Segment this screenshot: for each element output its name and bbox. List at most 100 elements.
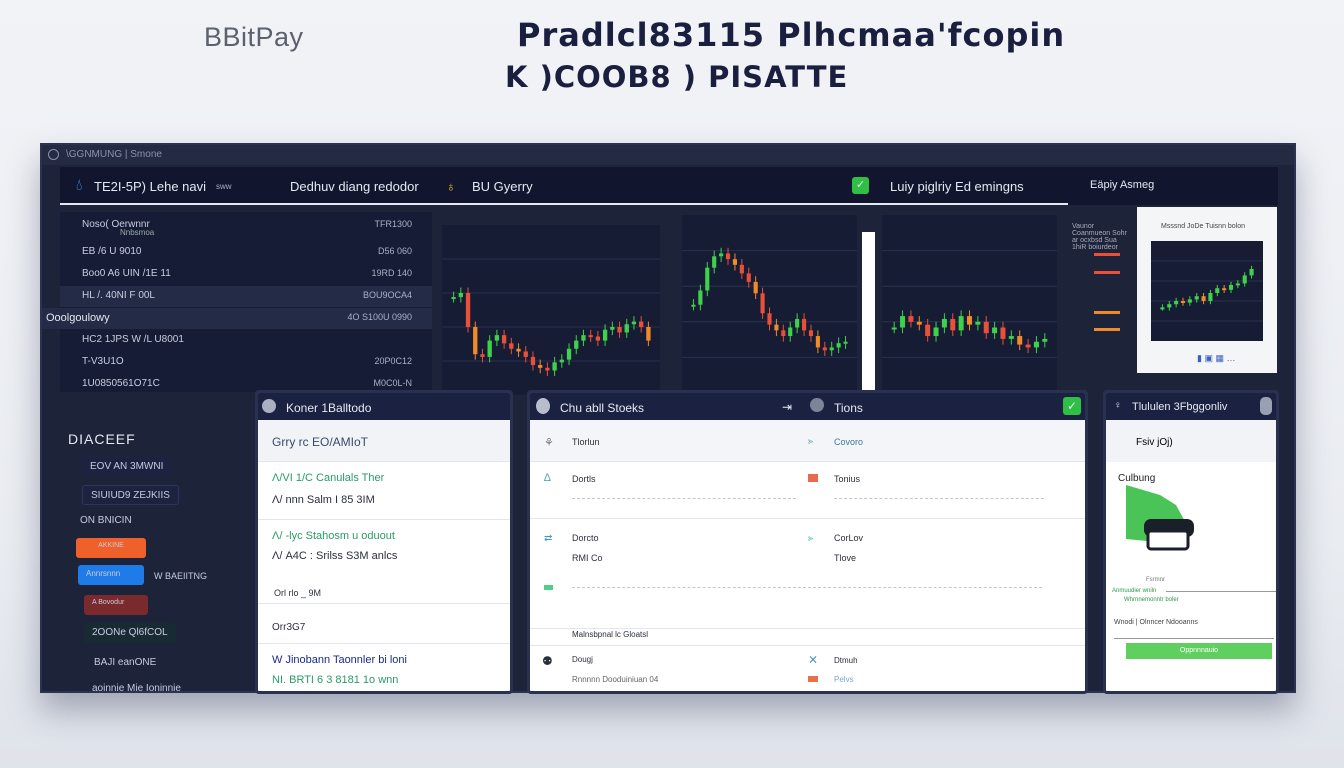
- list-item[interactable]: HL /. 40NI F 00L BOU9OCA4: [60, 286, 432, 307]
- candle-body: [480, 354, 485, 357]
- candle-body: [1033, 341, 1039, 348]
- list-item[interactable]: 1U0850561O71C M0C0L-N: [82, 378, 412, 389]
- table-row[interactable]: Malnsbpnal lc Gloatsl: [530, 629, 1085, 646]
- flag-icon: [808, 676, 818, 682]
- sidebar-item[interactable]: BAJI eanONE: [94, 657, 157, 668]
- preview-card[interactable]: Msssnd JoDe Tuisnn bolon ▮ ▣ ▦ …: [1137, 207, 1277, 373]
- orange-button[interactable]: AKKINE: [76, 538, 146, 558]
- list-item[interactable]: EB /6 U 9010 D56 060: [82, 246, 412, 257]
- sidebar-item[interactable]: ON BNICIN: [80, 515, 132, 526]
- candle-body: [523, 351, 528, 357]
- list-item[interactable]: W Jinobann Taonnler bi loni NI. BRTI 6 3 …: [272, 654, 407, 686]
- candle-body: [916, 321, 922, 325]
- candle-body: [574, 340, 579, 349]
- candle-body: [732, 259, 738, 265]
- list-item[interactable]: HC2 1JPS W /L U8001: [82, 334, 184, 345]
- toolbar-icons[interactable]: ▮ ▣ ▦ …: [1197, 353, 1236, 363]
- candle-body: [458, 293, 463, 298]
- check-icon[interactable]: ✓: [1063, 397, 1081, 415]
- candle-body: [941, 318, 947, 328]
- candle-body: [891, 327, 897, 330]
- candle-body: [1017, 336, 1023, 345]
- candle-body: [516, 348, 521, 352]
- status-icon: [544, 585, 553, 590]
- list-item[interactable]: T-V3U1O 20P0C12: [82, 356, 412, 367]
- tab-gallery[interactable]: BU Gyerry: [472, 179, 533, 194]
- candle-body: [781, 330, 786, 337]
- candle-body: [992, 327, 998, 334]
- list-item[interactable]: Λ/ -lyc Stahosm u oduout Λ/ A4C : Srilss …: [258, 520, 510, 604]
- candle-body: [760, 293, 765, 314]
- candlestick-chart-1[interactable]: [442, 225, 660, 395]
- sidebar-item[interactable]: SIUIUD9 ZEJKIIS: [82, 485, 179, 505]
- tab-analytics[interactable]: Eäpiy Asmeg: [1090, 179, 1155, 191]
- list-item[interactable]: Noso( Oerwnnr Nnbsmoa TFR1300: [82, 219, 412, 237]
- sidebar-item[interactable]: EOV AN 3MWNI: [82, 457, 172, 477]
- sidebar-item[interactable]: aoinnie Mie Ioninnie: [92, 683, 181, 693]
- candle-body: [1242, 275, 1247, 284]
- candle-body: [712, 256, 717, 268]
- candle-body: [610, 327, 615, 330]
- candle-body: [950, 318, 956, 331]
- candle-body: [1208, 293, 1213, 301]
- red-button[interactable]: A Bovodur: [84, 595, 148, 615]
- app-label[interactable]: TE2I-5P) Lehe navi: [94, 179, 207, 194]
- candle-body: [1180, 301, 1186, 303]
- list-item-selected[interactable]: Ooolgoulowy 4O S100U 0990: [42, 308, 432, 329]
- candle-body: [808, 330, 814, 337]
- candlestick-chart-2[interactable]: [682, 215, 857, 393]
- confirm-button[interactable]: Oppnnnauio: [1126, 643, 1272, 659]
- candle-body: [975, 321, 981, 325]
- candle-body: [1160, 307, 1165, 310]
- wallet-body: [1146, 529, 1190, 551]
- list-item[interactable]: Orr3G7: [258, 604, 510, 644]
- tab-tions[interactable]: Tions: [834, 401, 863, 415]
- table-row[interactable]: ⚉ Dougj Rnnnnn Dooduiniuan 04 ⨯ Dtmuh Pelvs: [542, 652, 858, 684]
- candle-body: [588, 335, 593, 338]
- app-window: \GGNMUNG | Smone 💧︎ TE2I-5P) Lehe navi s…: [40, 143, 1296, 693]
- candle-body: [908, 316, 914, 322]
- candle-body: [639, 321, 644, 327]
- candle-body: [958, 316, 964, 331]
- list-item[interactable]: Boo0 A6 UIN /1E 11 19RD 140: [82, 268, 412, 279]
- indicator-bar: [1094, 271, 1120, 274]
- indicator-bar: [1094, 253, 1120, 256]
- app-badge: sww: [216, 182, 232, 191]
- candle-body: [698, 290, 703, 305]
- tab-earnings[interactable]: Luiy piglriy Ed emingns: [890, 179, 1024, 194]
- candle-body: [719, 253, 724, 257]
- window-title: \GGNMUNG | Smone: [66, 149, 162, 160]
- candle-body: [843, 341, 848, 344]
- indicator-bar: [1094, 328, 1120, 331]
- candle-body: [559, 359, 564, 363]
- list-item[interactable]: Λ/VI 1/C Canulals Ther Λ/ nnn Salm I 85 3…: [258, 462, 510, 520]
- candle-body: [836, 343, 841, 348]
- candle-body: [501, 335, 507, 344]
- title-bar: \GGNMUNG | Smone: [42, 145, 1294, 165]
- divider: [1166, 591, 1276, 592]
- sidebar-heading: DIACEEF: [68, 431, 136, 447]
- candle-body: [530, 356, 536, 366]
- scrollbar[interactable]: [862, 232, 875, 390]
- candle-body: [624, 324, 629, 333]
- candle-body: [829, 347, 834, 351]
- candle-body: [494, 335, 500, 341]
- candle-body: [1008, 336, 1014, 339]
- wallet-illustration: [1126, 485, 1194, 551]
- field-row[interactable]: Fsiv jOj): [1106, 420, 1276, 462]
- check-icon[interactable]: ✓: [852, 177, 869, 194]
- table-row[interactable]: ∆ Dortls Tonius: [530, 462, 1085, 519]
- table-row[interactable]: ⚘ Tlorlun ⪢ Covoro: [530, 420, 1085, 462]
- candle-body: [822, 347, 827, 351]
- sidebar-item[interactable]: 2OONe Ql6fCOL: [84, 623, 176, 643]
- chart-icon: ⪢: [808, 533, 814, 543]
- input-line[interactable]: [1114, 638, 1274, 639]
- candlestick-chart-3[interactable]: [882, 215, 1057, 393]
- table-row[interactable]: ⇄ Dorcto RMI Co ⪢ CorLov Tlove: [530, 519, 1085, 629]
- avatar-icon: [536, 398, 550, 414]
- candle-body: [900, 316, 906, 328]
- tab-dashboard[interactable]: Dedhuv diang redodor: [290, 179, 419, 194]
- candle-body: [725, 253, 731, 260]
- panel-header: Chu abll Stoeks ⇥ Tions ✓: [530, 393, 1085, 420]
- blue-button[interactable]: Annrsnnn: [78, 565, 144, 585]
